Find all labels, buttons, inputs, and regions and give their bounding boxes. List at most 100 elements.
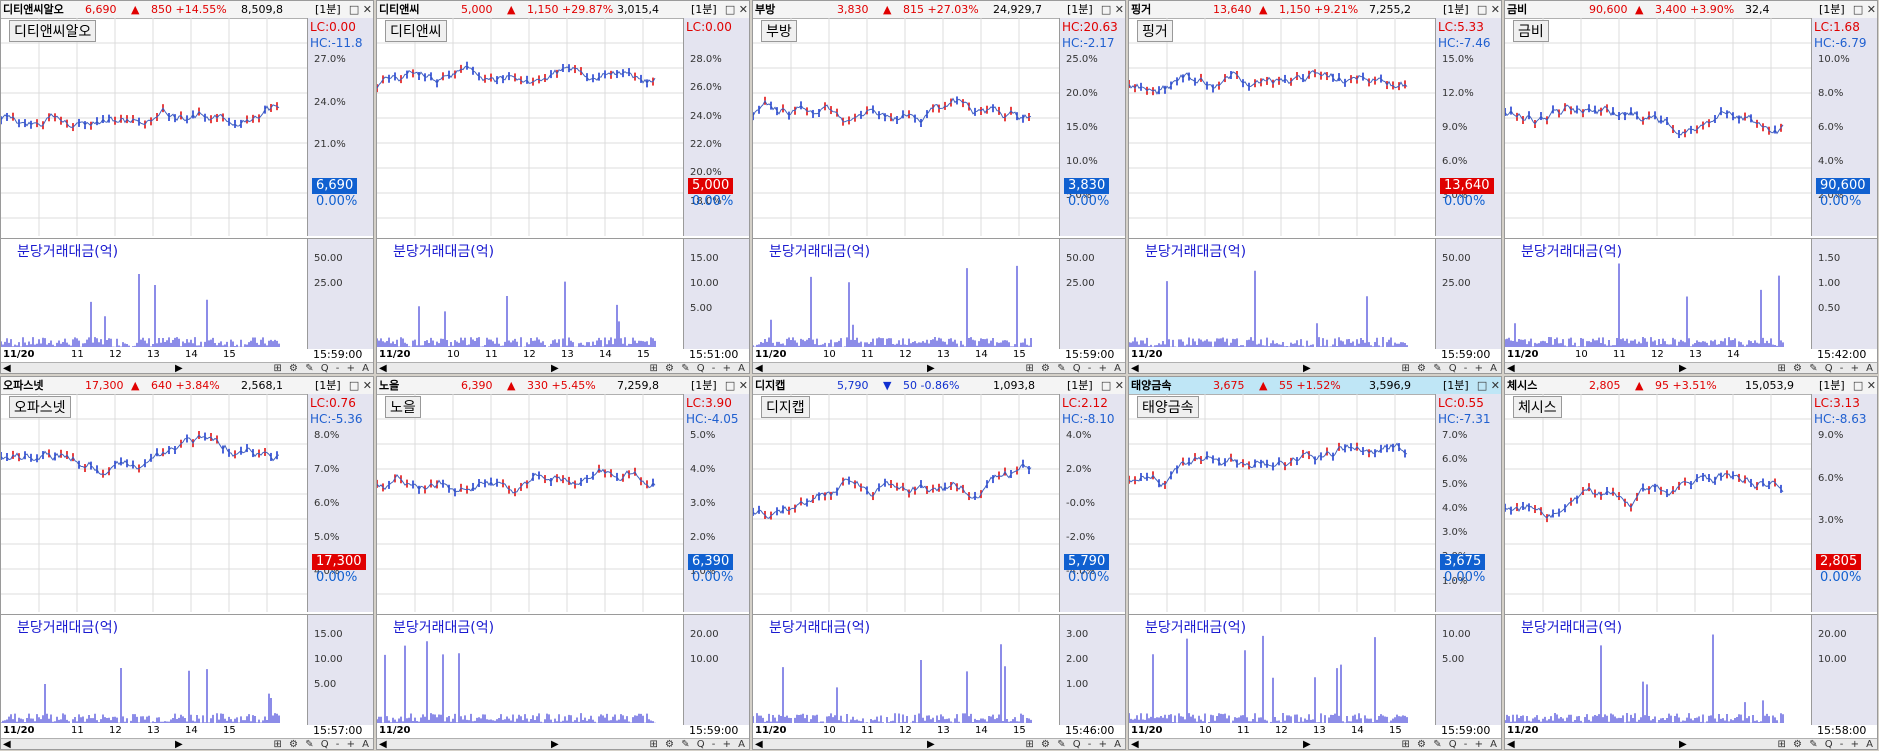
timeframe-button[interactable]: [1분] [1819,379,1845,392]
timeframe-button[interactable]: [1분] [1067,3,1093,16]
price-chart[interactable]: 핑거 [1129,18,1435,236]
chart-tools[interactable]: ⊞ ⚙ ✎ Q - + A [1025,739,1123,750]
panel-header[interactable]: 태양금속 3,675 ▲ 55 +1.52% 3,596,9 [1분] □ ✕ [1129,377,1501,395]
chart-tools[interactable]: ⊞ ⚙ ✎ Q - + A [273,739,371,750]
scroll-right-icon[interactable]: ▶ [1303,739,1311,750]
scroll-bar[interactable]: ◀ ▶ ⊞ ⚙ ✎ Q - + A [377,362,749,374]
chart-panel[interactable]: 디지캡 5,790 ▼ 50 -0.86% 1,093,8 [1분] □ ✕ 디지캡 LC:2.… [752,376,1126,750]
price-chart[interactable]: 오파스넷 [1,394,307,612]
scroll-bar[interactable]: ◀ ▶ ⊞ ⚙ ✎ Q - + A [1,362,373,374]
chart-tools[interactable]: ⊞ ⚙ ✎ Q - + A [1777,739,1875,750]
scroll-bar[interactable]: ◀ ▶ ⊞ ⚙ ✎ Q - + A [753,738,1125,750]
scroll-right-icon[interactable]: ▶ [175,363,183,374]
stock-name[interactable]: 체시스 [1507,379,1538,392]
volume-chart[interactable]: 분당거래대금(억) [1,614,307,725]
scroll-left-icon[interactable]: ◀ [755,739,763,750]
scroll-right-icon[interactable]: ▶ [551,739,559,750]
price-chart[interactable]: 노을 [377,394,683,612]
price-chart[interactable]: 디지캡 [753,394,1059,612]
scroll-bar[interactable]: ◀ ▶ ⊞ ⚙ ✎ Q - + A [377,738,749,750]
stock-name[interactable]: 부방 [755,3,776,16]
scroll-bar[interactable]: ◀ ▶ ⊞ ⚙ ✎ Q - + A [1505,362,1877,374]
window-controls[interactable]: □ ✕ [348,379,372,392]
window-controls[interactable]: □ ✕ [1852,3,1876,16]
price-chart[interactable]: 태양금속 [1129,394,1435,612]
scroll-bar[interactable]: ◀ ▶ ⊞ ⚙ ✎ Q - + A [1,738,373,750]
window-controls[interactable]: □ ✕ [1100,3,1124,16]
chart-tools[interactable]: ⊞ ⚙ ✎ Q - + A [1777,363,1875,374]
chart-tools[interactable]: ⊞ ⚙ ✎ Q - + A [1401,739,1499,750]
chart-tools[interactable]: ⊞ ⚙ ✎ Q - + A [273,363,371,374]
chart-panel[interactable]: 오파스넷 17,300 ▲ 640 +3.84% 2,568,1 [1분] □ ✕ 오파스넷 L… [0,376,374,750]
chart-panel[interactable]: 태양금속 3,675 ▲ 55 +1.52% 3,596,9 [1분] □ ✕ 태양금속 LC:… [1128,376,1502,750]
window-controls[interactable]: □ ✕ [724,379,748,392]
panel-header[interactable]: 체시스 2,805 ▲ 95 +3.51% 15,053,9 [1분] □ ✕ [1505,377,1877,395]
timeframe-button[interactable]: [1분] [691,379,717,392]
timeframe-button[interactable]: [1분] [1819,3,1845,16]
stock-name[interactable]: 태양금속 [1131,379,1172,392]
price-chart[interactable]: 금비 [1505,18,1811,236]
volume-chart[interactable]: 분당거래대금(억) [1129,238,1435,349]
price-chart[interactable]: 부방 [753,18,1059,236]
window-controls[interactable]: □ ✕ [1476,379,1500,392]
candlestick-plot[interactable] [1505,18,1811,236]
window-controls[interactable]: □ ✕ [724,3,748,16]
candlestick-plot[interactable] [1129,18,1435,236]
scroll-bar[interactable]: ◀ ▶ ⊞ ⚙ ✎ Q - + A [1129,738,1501,750]
scroll-left-icon[interactable]: ◀ [1507,363,1515,374]
chart-tools[interactable]: ⊞ ⚙ ✎ Q - + A [1025,363,1123,374]
stock-name[interactable]: 금비 [1507,3,1528,16]
candlestick-plot[interactable] [1505,394,1811,612]
price-chart[interactable]: 체시스 [1505,394,1811,612]
price-chart[interactable]: 디티앤씨알오 [1,18,307,236]
volume-chart[interactable]: 분당거래대금(억) [377,238,683,349]
panel-header[interactable]: 디티앤씨알오 6,690 ▲ 850 +14.55% 8,509,8 [1분] □ ✕ [1,1,373,19]
window-controls[interactable]: □ ✕ [1476,3,1500,16]
scroll-left-icon[interactable]: ◀ [1131,363,1139,374]
scroll-left-icon[interactable]: ◀ [1507,739,1515,750]
scroll-left-icon[interactable]: ◀ [755,363,763,374]
volume-chart[interactable]: 분당거래대금(억) [377,614,683,725]
volume-chart[interactable]: 분당거래대금(억) [1129,614,1435,725]
stock-name[interactable]: 노을 [379,379,400,392]
timeframe-button[interactable]: [1분] [1443,379,1469,392]
chart-tools[interactable]: ⊞ ⚙ ✎ Q - + A [649,739,747,750]
panel-header[interactable]: 금비 90,600 ▲ 3,400 +3.90% 32,4 [1분] □ ✕ [1505,1,1877,19]
scroll-right-icon[interactable]: ▶ [1303,363,1311,374]
chart-panel[interactable]: 핑거 13,640 ▲ 1,150 +9.21% 7,255,2 [1분] □ ✕ 핑거 LC:… [1128,0,1502,374]
candlestick-plot[interactable] [1,18,307,236]
timeframe-button[interactable]: [1분] [315,379,341,392]
volume-chart[interactable]: 분당거래대금(억) [1,238,307,349]
volume-chart[interactable]: 분당거래대금(억) [753,614,1059,725]
panel-header[interactable]: 디지캡 5,790 ▼ 50 -0.86% 1,093,8 [1분] □ ✕ [753,377,1125,395]
scroll-right-icon[interactable]: ▶ [1679,363,1687,374]
panel-header[interactable]: 부방 3,830 ▲ 815 +27.03% 24,929,7 [1분] □ ✕ [753,1,1125,19]
timeframe-button[interactable]: [1분] [691,3,717,16]
price-chart[interactable]: 디티앤씨 [377,18,683,236]
window-controls[interactable]: □ ✕ [1100,379,1124,392]
chart-panel[interactable]: 디티앤씨 5,000 ▲ 1,150 +29.87% 3,015,4 [1분] □ ✕ 디티앤… [376,0,750,374]
candlestick-plot[interactable] [753,394,1059,612]
panel-header[interactable]: 디티앤씨 5,000 ▲ 1,150 +29.87% 3,015,4 [1분] □ ✕ [377,1,749,19]
stock-name[interactable]: 오파스넷 [3,379,44,392]
chart-panel[interactable]: 노을 6,390 ▲ 330 +5.45% 7,259,8 [1분] □ ✕ 노을 LC:3.9… [376,376,750,750]
chart-panel[interactable]: 부방 3,830 ▲ 815 +27.03% 24,929,7 [1분] □ ✕ 부방 HC:2… [752,0,1126,374]
panel-header[interactable]: 오파스넷 17,300 ▲ 640 +3.84% 2,568,1 [1분] □ ✕ [1,377,373,395]
stock-name[interactable]: 디지캡 [755,379,786,392]
scroll-right-icon[interactable]: ▶ [927,739,935,750]
window-controls[interactable]: □ ✕ [1852,379,1876,392]
candlestick-plot[interactable] [1,394,307,612]
scroll-left-icon[interactable]: ◀ [379,363,387,374]
window-controls[interactable]: □ ✕ [348,3,372,16]
stock-name[interactable]: 디티앤씨알오 [3,3,64,16]
volume-chart[interactable]: 분당거래대금(억) [1505,238,1811,349]
scroll-left-icon[interactable]: ◀ [379,739,387,750]
chart-tools[interactable]: ⊞ ⚙ ✎ Q - + A [649,363,747,374]
scroll-right-icon[interactable]: ▶ [551,363,559,374]
chart-panel[interactable]: 디티앤씨알오 6,690 ▲ 850 +14.55% 8,509,8 [1분] □ ✕ 디티앤… [0,0,374,374]
scroll-right-icon[interactable]: ▶ [927,363,935,374]
timeframe-button[interactable]: [1분] [1443,3,1469,16]
scroll-left-icon[interactable]: ◀ [3,363,11,374]
panel-header[interactable]: 핑거 13,640 ▲ 1,150 +9.21% 7,255,2 [1분] □ ✕ [1129,1,1501,19]
scroll-right-icon[interactable]: ▶ [1679,739,1687,750]
